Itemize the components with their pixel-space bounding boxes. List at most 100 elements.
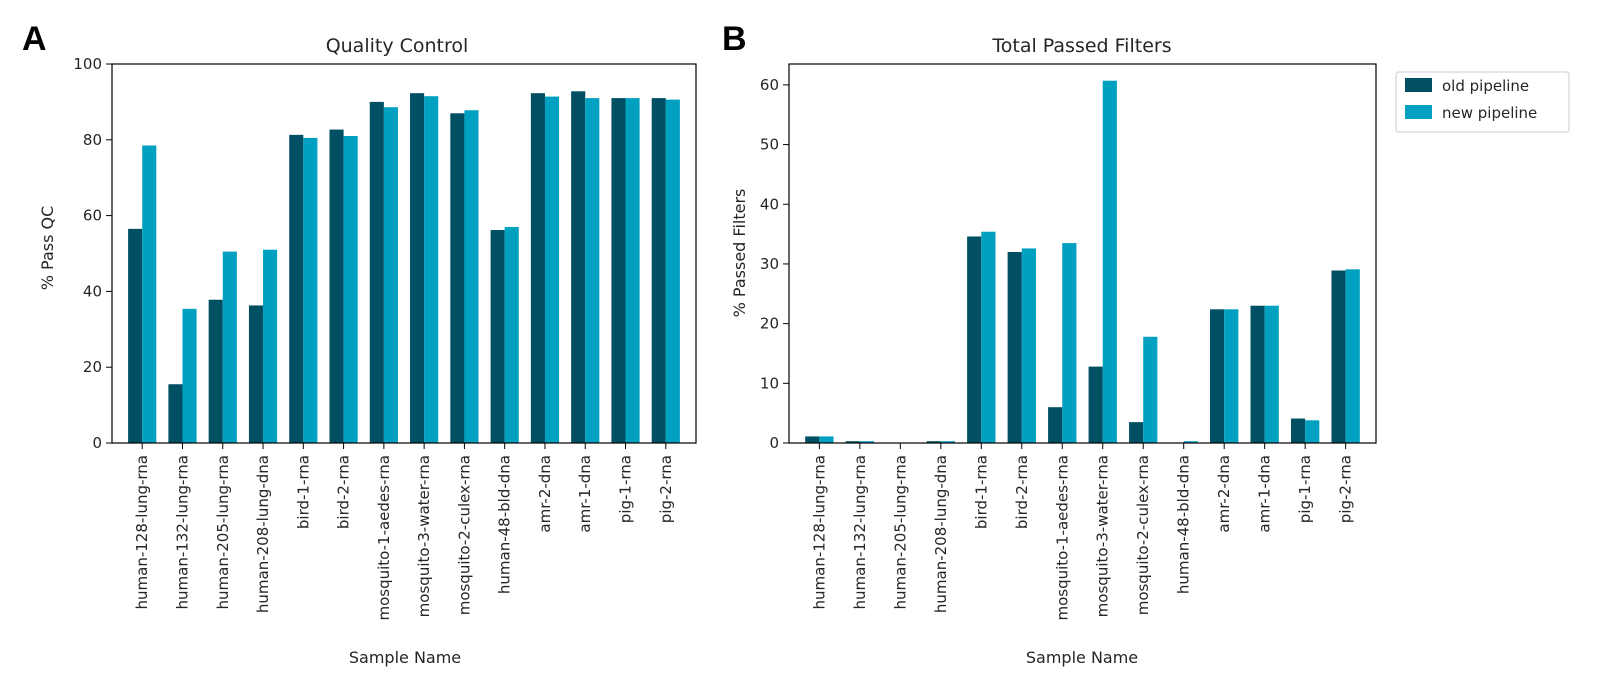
panel-a-bar-new-pipeline-human-208-lung-dna — [263, 249, 278, 443]
legend-swatch-old-pipeline — [1405, 78, 1432, 92]
panel-a-x-tick-label: bird-2-rna — [335, 455, 353, 529]
panel-b-x-tick-label: amr-1-dna — [1256, 455, 1274, 533]
panel-a-bars — [128, 91, 680, 444]
panel-a-bar-old-pipeline-human-132-lung-rna — [168, 384, 183, 443]
legend-label-old-pipeline: old pipeline — [1442, 77, 1529, 95]
panel-b-letter: B — [722, 20, 747, 58]
panel-a-x-tick-label: bird-1-rna — [294, 455, 312, 529]
panel-a-y-ticks: 0 20 40 60 80 100 — [73, 55, 112, 452]
panel-b-x-tick-label: human-132-lung-rna — [851, 455, 869, 610]
panel-a-x-ticks: human-128-lung-rna human-132-lung-rna huma… — [133, 443, 675, 621]
panel-b-bar-new-pipeline-bird-2-rna — [1021, 248, 1036, 443]
panel-b-x-ticks: human-128-lung-rna human-132-lung-rna huma… — [810, 443, 1355, 621]
panel-a-x-axis-label: Sample Name — [349, 648, 461, 667]
panel-a-y-tick-label: 20 — [83, 358, 102, 376]
panel-a-y-tick-label: 100 — [73, 55, 102, 73]
panel-b-bar-old-pipeline-pig-2-rna — [1331, 270, 1346, 443]
panel-a-x-tick-label: pig-2-rna — [657, 455, 675, 523]
panel-b-x-tick-label: bird-1-rna — [972, 455, 990, 529]
panel-b-bar-old-pipeline-mosquito-3-water-rna — [1088, 366, 1103, 443]
panel-b-bar-new-pipeline-mosquito-1-aedes-rna — [1062, 243, 1077, 443]
panel-b-title: Total Passed Filters — [991, 35, 1171, 57]
panel-a-bar-new-pipeline-human-205-lung-rna — [222, 251, 237, 443]
panel-b-y-axis-label: % Passed Filters — [730, 189, 749, 318]
panel-b-x-tick-label: mosquito-1-aedes-rna — [1053, 455, 1071, 621]
panel-a-x-tick-label: human-128-lung-rna — [133, 455, 151, 610]
panel-b-x-tick-label: amr-2-dna — [1215, 455, 1233, 533]
panel-a-bar-new-pipeline-bird-2-rna — [343, 136, 358, 443]
panel-b-x-axis-label: Sample Name — [1026, 648, 1138, 667]
panel-b-y-tick-label: 10 — [760, 374, 779, 392]
panel-a-bar-old-pipeline-bird-2-rna — [329, 129, 344, 443]
panel-a-bar-old-pipeline-bird-1-rna — [289, 134, 304, 443]
panel-a-x-tick-label: human-208-lung-dna — [254, 455, 272, 613]
panel-a-x-tick-label: human-48-bld-dna — [496, 455, 514, 594]
panel-a-bar-new-pipeline-pig-2-rna — [665, 99, 680, 443]
panel-a-bar-new-pipeline-bird-1-rna — [303, 137, 318, 443]
panel-b-bar-new-pipeline-pig-1-rna — [1305, 420, 1320, 443]
panel-b-bar-new-pipeline-human-208-lung-dna — [940, 441, 955, 443]
panel-a-bar-old-pipeline-pig-2-rna — [651, 98, 666, 444]
panel-a-bar-old-pipeline-amr-1-dna — [571, 91, 586, 443]
panel-a-title: Quality Control — [326, 35, 469, 57]
panel-b-x-tick-label: human-48-bld-dna — [1175, 455, 1193, 594]
panel-b-x-tick-label: human-208-lung-dna — [932, 455, 950, 613]
panel-a-bar-old-pipeline-mosquito-3-water-rna — [410, 93, 425, 444]
panel-b-y-tick-label: 20 — [760, 315, 779, 333]
panel-b-bar-new-pipeline-pig-2-rna — [1345, 269, 1360, 443]
panel-a-bar-old-pipeline-amr-2-dna — [530, 93, 545, 444]
panel-a-letter: A — [22, 20, 47, 58]
panel-a-plot-frame — [111, 63, 697, 444]
panel-b-bar-old-pipeline-human-208-lung-dna — [926, 441, 941, 443]
panel-b-bar-old-pipeline-bird-2-rna — [1007, 252, 1022, 443]
panel-a-bar-old-pipeline-human-128-lung-rna — [128, 228, 143, 443]
panel-a: A Quality Control Sample Name % Pass QC … — [22, 20, 697, 667]
panel-a-x-tick-label: mosquito-2-culex-rna — [455, 455, 473, 615]
panel-a-bar-new-pipeline-mosquito-1-aedes-rna — [383, 107, 398, 444]
panel-b-bar-old-pipeline-mosquito-2-culex-rna — [1129, 422, 1144, 443]
panel-a-bar-new-pipeline-mosquito-2-culex-rna — [464, 110, 479, 444]
panel-b-y-tick-label: 0 — [769, 434, 779, 452]
panel-b-plot-frame — [788, 63, 1377, 444]
panel-b-bar-new-pipeline-amr-1-dna — [1264, 305, 1279, 443]
legend-label-new-pipeline: new pipeline — [1442, 104, 1537, 122]
panel-a-bar-old-pipeline-mosquito-2-culex-rna — [450, 113, 465, 444]
panel-b-bar-new-pipeline-mosquito-2-culex-rna — [1143, 336, 1158, 443]
panel-b-bar-new-pipeline-human-48-bld-dna — [1183, 441, 1198, 443]
panel-b-y-tick-label: 50 — [760, 136, 779, 154]
panel-a-bar-old-pipeline-pig-1-rna — [611, 98, 626, 444]
panel-a-bar-new-pipeline-pig-1-rna — [625, 98, 640, 444]
panel-b-y-tick-label: 30 — [760, 255, 779, 273]
panel-b-bar-new-pipeline-bird-1-rna — [981, 231, 996, 443]
panel-b-x-tick-label: human-128-lung-rna — [810, 455, 828, 610]
panel-a-bar-old-pipeline-human-48-bld-dna — [490, 230, 505, 443]
panel-a-bar-new-pipeline-human-48-bld-dna — [504, 226, 519, 443]
panel-a-y-tick-label: 0 — [92, 434, 102, 452]
panel-a-x-tick-label: mosquito-3-water-rna — [415, 455, 433, 617]
panel-b-y-ticks: 0 10 20 30 40 50 60 — [760, 76, 789, 452]
panel-b-bar-new-pipeline-amr-2-dna — [1224, 309, 1239, 443]
legend-box — [1395, 71, 1570, 133]
panel-b-bar-old-pipeline-human-128-lung-rna — [805, 436, 820, 443]
panel-a-bar-new-pipeline-mosquito-3-water-rna — [424, 96, 439, 444]
panel-b-bar-old-pipeline-human-132-lung-rna — [845, 441, 860, 443]
panel-a-x-tick-label: pig-1-rna — [617, 455, 635, 523]
panel-a-bar-old-pipeline-human-208-lung-dna — [248, 305, 264, 443]
panel-a-x-tick-label: amr-2-dna — [536, 455, 554, 533]
panel-a-y-tick-label: 40 — [83, 282, 102, 300]
panel-b-bar-new-pipeline-human-132-lung-rna — [859, 441, 875, 443]
panel-b-bar-old-pipeline-mosquito-1-aedes-rna — [1048, 407, 1063, 443]
legend-swatch-new-pipeline — [1405, 105, 1432, 119]
panel-b-y-tick-label: 60 — [760, 76, 779, 94]
panel-a-bar-old-pipeline-human-205-lung-rna — [208, 299, 223, 443]
panel-a-y-tick-label: 80 — [83, 131, 102, 149]
panel-b-bar-old-pipeline-bird-1-rna — [967, 236, 982, 443]
panel-b-x-tick-label: bird-2-rna — [1013, 455, 1031, 529]
panel-b-y-tick-label: 40 — [760, 195, 779, 213]
panel-b-x-tick-label: pig-2-rna — [1337, 455, 1355, 523]
panel-b-bar-old-pipeline-amr-2-dna — [1210, 309, 1225, 443]
panel-a-bar-new-pipeline-human-128-lung-rna — [142, 145, 157, 444]
panel-a-bar-new-pipeline-amr-2-dna — [544, 96, 560, 443]
panel-a-x-tick-label: amr-1-dna — [576, 455, 594, 533]
panel-a-bar-new-pipeline-amr-1-dna — [585, 98, 600, 444]
